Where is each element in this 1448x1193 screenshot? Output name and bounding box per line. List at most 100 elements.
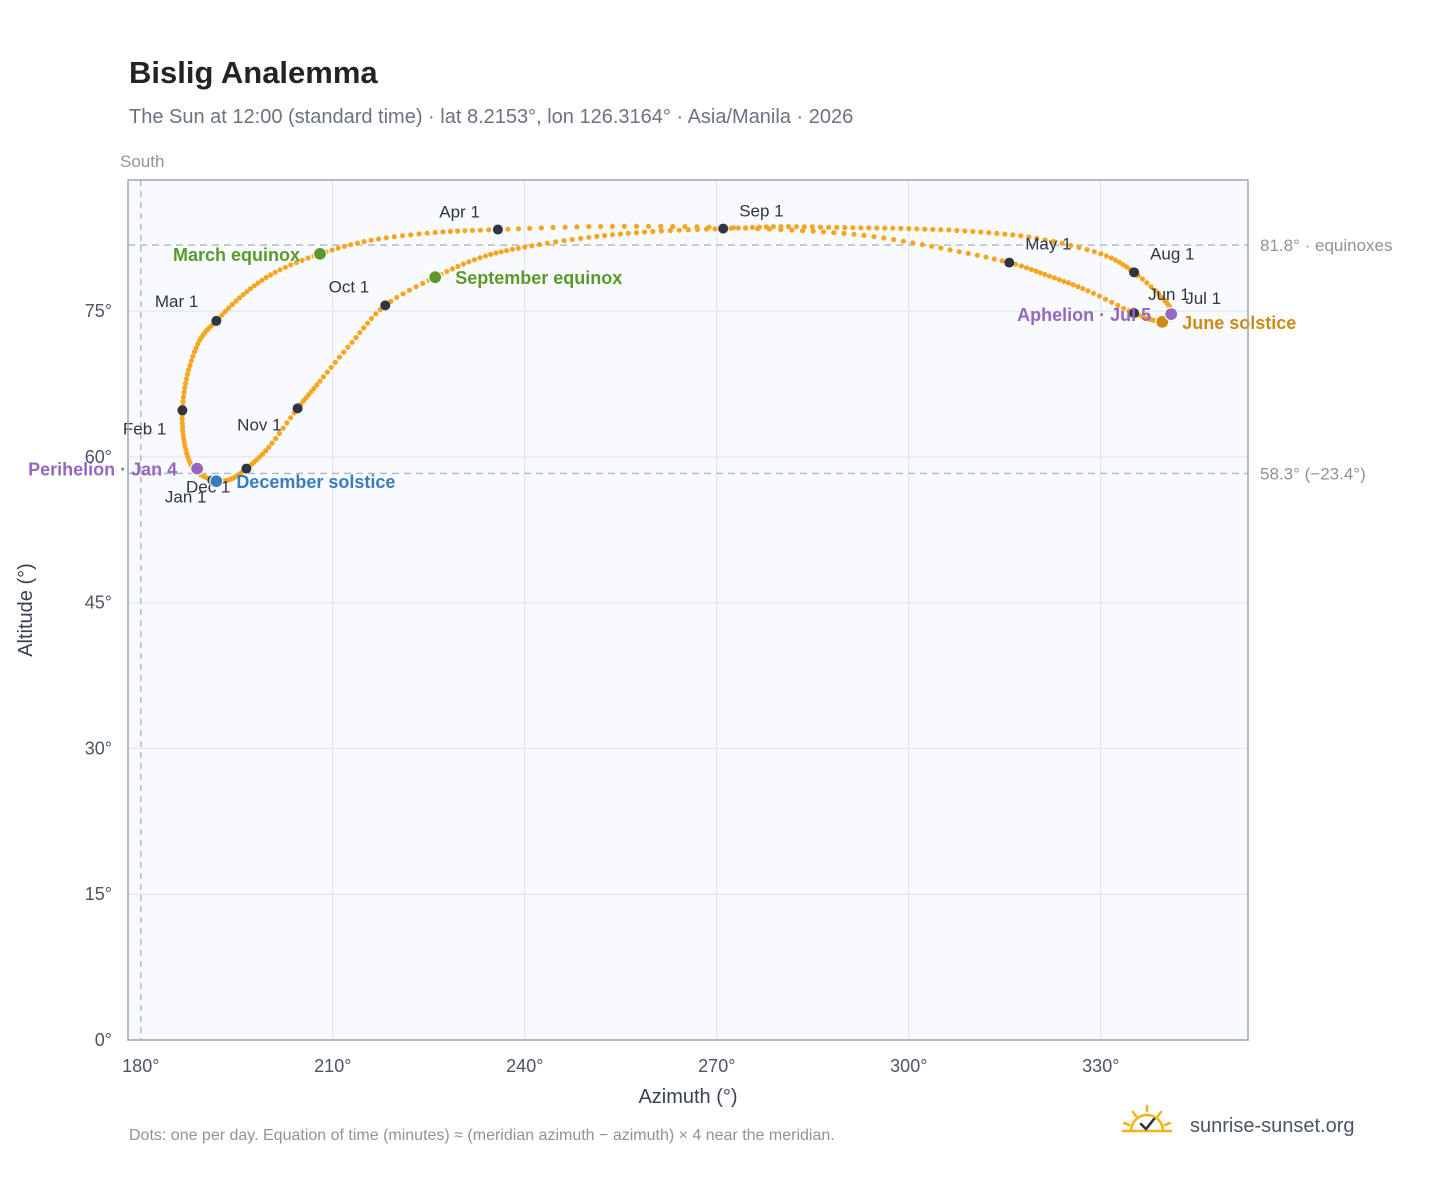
daily-sun-dot [785, 224, 792, 230]
month-marker-label: Jul 1 [1185, 289, 1221, 308]
daily-sun-dot [180, 432, 186, 438]
daily-sun-dot [1068, 242, 1074, 248]
month-marker-label: Jan 1 [165, 487, 207, 506]
daily-sun-dot [586, 224, 592, 230]
daily-sun-dot [1080, 286, 1086, 292]
daily-sun-dot [821, 229, 827, 235]
daily-sun-dot [667, 227, 673, 234]
month-marker-label: Oct 1 [329, 277, 370, 296]
daily-sun-dot [1139, 276, 1146, 282]
event-marker [190, 461, 205, 476]
daily-sun-dot [670, 223, 676, 230]
daily-sun-dot [763, 224, 769, 230]
month-marker [1004, 257, 1015, 268]
event-marker [1155, 314, 1170, 329]
daily-sun-dot [183, 380, 189, 386]
daily-sun-dot [477, 227, 483, 233]
daily-sun-dot [1076, 244, 1082, 250]
y-tick-label: 0° [95, 1030, 112, 1050]
daily-sun-dot [455, 263, 461, 269]
daily-sun-dot [609, 232, 616, 238]
month-marker-label: May 1 [1025, 235, 1071, 254]
daily-sun-dot [181, 389, 187, 395]
daily-sun-dot [263, 448, 269, 454]
daily-sun-dot [345, 344, 351, 350]
daily-sun-dot [646, 223, 652, 229]
x-tick-label: 300° [890, 1056, 927, 1076]
daily-sun-dot [970, 228, 976, 235]
sun-check-icon [1121, 1104, 1173, 1133]
daily-sun-dot [462, 228, 468, 234]
daily-sun-dot [983, 254, 989, 260]
x-tick-label: 210° [314, 1056, 351, 1076]
daily-sun-dot [373, 311, 379, 317]
daily-sun-dot [553, 239, 559, 245]
daily-sun-dot [335, 245, 341, 251]
month-marker-label: Dec 1 [186, 478, 230, 497]
daily-sun-dot [184, 371, 191, 377]
month-marker-label: Feb 1 [123, 419, 166, 438]
y-axis-title: Altitude (°) [15, 563, 37, 657]
daily-sun-dot [527, 225, 533, 231]
daily-sun-dot [831, 230, 837, 236]
month-marker [380, 300, 391, 311]
daily-sun-dot [994, 230, 1000, 236]
daily-sun-dot [641, 229, 648, 235]
event-label: March equinox [173, 245, 300, 265]
daily-sun-dot [191, 349, 198, 355]
daily-sun-dot [376, 236, 382, 242]
daily-sun-dot [1096, 293, 1102, 299]
daily-sun-dot [180, 398, 186, 405]
daily-sun-dot [424, 230, 430, 236]
daily-sun-dot [413, 284, 419, 290]
daily-sun-dot [226, 305, 232, 311]
daily-sun-dot [562, 224, 568, 230]
daily-sun-dot [1121, 305, 1127, 311]
daily-sun-dot [789, 227, 795, 233]
daily-sun-dot [255, 280, 261, 286]
south-label: South [120, 152, 164, 171]
month-marker [241, 463, 252, 474]
daily-sun-dot [999, 258, 1005, 264]
daily-sun-dot [1070, 282, 1076, 288]
daily-sun-dot [947, 247, 953, 253]
daily-sun-dot [1116, 259, 1123, 265]
month-marker [1129, 267, 1140, 278]
daily-sun-dot [293, 259, 299, 266]
y-tick-label: 60° [85, 447, 112, 467]
daily-sun-dot [617, 231, 624, 237]
daily-sun-dot [229, 301, 235, 308]
daily-sun-dot [1108, 255, 1114, 261]
daily-sun-dot [399, 233, 406, 239]
daily-sun-dot [633, 223, 640, 229]
x-tick-label: 240° [506, 1056, 543, 1076]
daily-sun-dot [193, 345, 199, 351]
daily-sun-dot [800, 228, 806, 234]
daily-sun-dot [183, 376, 190, 382]
daily-sun-dot [1156, 291, 1162, 297]
daily-sun-dot [444, 268, 450, 275]
daily-sun-dot [1033, 268, 1039, 274]
daily-sun-dot [625, 230, 631, 236]
daily-sun-dot [449, 266, 455, 272]
analemma-curve [179, 223, 1174, 484]
daily-sun-dot [416, 231, 422, 237]
daily-sun-dot [874, 225, 880, 231]
daily-sun-dot [914, 226, 920, 232]
daily-sun-dot [349, 339, 355, 345]
daily-sun-dot [621, 223, 628, 229]
daily-sun-dot [266, 444, 272, 450]
daily-sun-dot [861, 232, 867, 238]
daily-sun-dot [1148, 284, 1154, 290]
daily-sun-dot [1065, 280, 1071, 286]
daily-sun-dot [866, 225, 872, 231]
daily-sun-dot [394, 294, 400, 301]
daily-sun-dot [1018, 233, 1024, 239]
daily-sun-dot [598, 223, 604, 230]
daily-sun-dot [974, 252, 980, 258]
daily-sun-dot [550, 224, 556, 231]
y-tick-label: 30° [85, 738, 112, 758]
daily-sun-dot [728, 225, 734, 231]
y-tick-label: 15° [85, 884, 112, 904]
